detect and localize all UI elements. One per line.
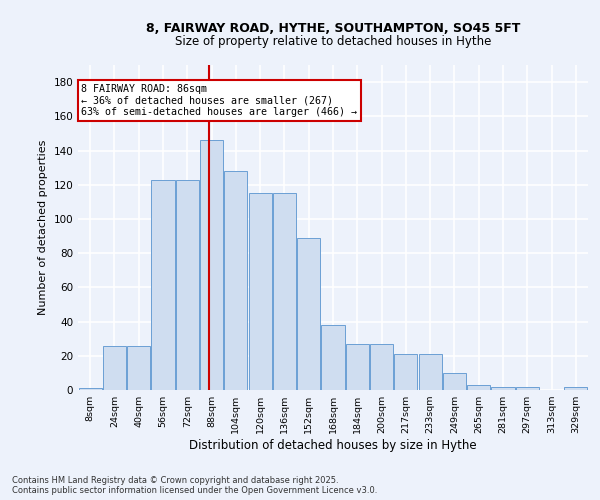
Bar <box>151 180 175 390</box>
Bar <box>127 346 150 390</box>
Bar <box>419 354 442 390</box>
Bar <box>443 373 466 390</box>
Y-axis label: Number of detached properties: Number of detached properties <box>38 140 48 315</box>
Bar <box>297 238 320 390</box>
Bar <box>491 386 515 390</box>
Text: 8, FAIRWAY ROAD, HYTHE, SOUTHAMPTON, SO45 5FT: 8, FAIRWAY ROAD, HYTHE, SOUTHAMPTON, SO4… <box>146 22 520 36</box>
Bar <box>200 140 223 390</box>
Bar <box>467 385 490 390</box>
Bar <box>248 194 272 390</box>
X-axis label: Distribution of detached houses by size in Hythe: Distribution of detached houses by size … <box>189 439 477 452</box>
Bar <box>273 194 296 390</box>
Bar <box>565 386 587 390</box>
Text: 8 FAIRWAY ROAD: 86sqm
← 36% of detached houses are smaller (267)
63% of semi-det: 8 FAIRWAY ROAD: 86sqm ← 36% of detached … <box>81 84 357 117</box>
Bar <box>346 344 369 390</box>
Bar <box>103 346 126 390</box>
Text: Contains HM Land Registry data © Crown copyright and database right 2025.
Contai: Contains HM Land Registry data © Crown c… <box>12 476 377 495</box>
Bar <box>370 344 393 390</box>
Bar <box>322 325 344 390</box>
Bar <box>516 386 539 390</box>
Bar <box>176 180 199 390</box>
Bar <box>394 354 418 390</box>
Bar <box>224 171 247 390</box>
Bar <box>79 388 101 390</box>
Text: Size of property relative to detached houses in Hythe: Size of property relative to detached ho… <box>175 35 491 48</box>
Title: 8, FAIRWAY ROAD, HYTHE, SOUTHAMPTON, SO45 5FT
Size of property relative to detac: 8, FAIRWAY ROAD, HYTHE, SOUTHAMPTON, SO4… <box>0 499 1 500</box>
